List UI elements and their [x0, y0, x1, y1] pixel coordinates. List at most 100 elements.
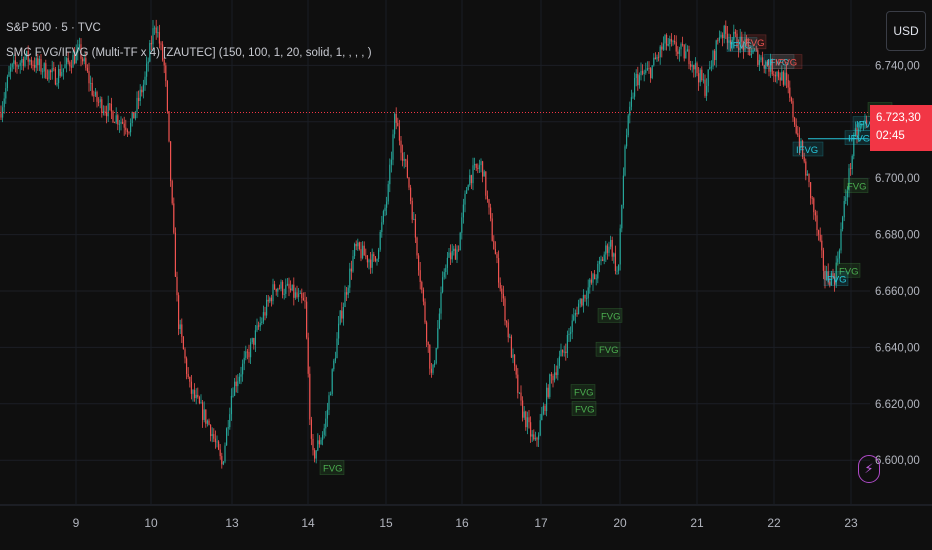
fvg-box — [595, 341, 621, 357]
fvg-box — [835, 262, 861, 278]
candle-body — [202, 402, 204, 420]
candle-body — [80, 44, 82, 59]
candle-body — [581, 298, 583, 306]
candle-body — [237, 381, 239, 387]
candle-body — [597, 263, 599, 279]
candle-body — [11, 63, 13, 68]
candle-body — [490, 207, 492, 219]
candle-body — [83, 58, 85, 62]
candle-body — [795, 124, 797, 134]
candle-body — [138, 97, 140, 102]
candle-body — [464, 193, 466, 205]
candle-body — [706, 86, 708, 96]
candle-body — [501, 288, 503, 294]
last-price-tag: 6.723,30 02:45 — [870, 105, 932, 151]
candle-body — [250, 342, 252, 358]
candle-body — [608, 246, 610, 253]
candle-body — [546, 387, 548, 411]
fvg-label: IFVG — [775, 58, 797, 69]
candle-body — [819, 234, 821, 241]
candle-body — [232, 395, 234, 397]
candle-body — [611, 240, 613, 257]
candle-body — [42, 71, 44, 73]
candle-body — [584, 295, 586, 299]
candle-body — [270, 297, 272, 302]
candle-body — [318, 440, 320, 445]
candle-body — [813, 198, 815, 213]
candle-body — [18, 65, 20, 67]
candle-body — [738, 47, 740, 51]
candle-body — [246, 351, 248, 353]
candle-body — [520, 392, 522, 401]
candle-body — [374, 256, 376, 262]
candle-body — [582, 295, 584, 306]
indicator-legend[interactable]: SMC FVG/IFVG (Multi-TF x 4) [ZAUTEC] (15… — [6, 47, 372, 59]
candle-body — [40, 58, 42, 72]
candle-body — [19, 62, 21, 66]
x-tick-label: 13 — [225, 516, 239, 530]
candle-body — [414, 218, 416, 238]
candle-body — [712, 50, 714, 67]
currency-button[interactable]: USD — [886, 11, 926, 51]
candle-body — [355, 244, 357, 247]
candle-body — [106, 112, 108, 117]
candle-body — [346, 292, 348, 295]
candle-body — [698, 73, 700, 83]
fvg-box — [597, 308, 623, 323]
lightning-icon[interactable]: ⚡ — [858, 455, 880, 483]
candle-body — [368, 259, 370, 263]
candle-body — [283, 293, 285, 295]
candle-body — [229, 414, 231, 428]
candle-body — [104, 111, 106, 113]
candle-body — [187, 373, 189, 377]
bar-countdown: 02:45 — [876, 130, 905, 142]
candle-body — [669, 38, 671, 45]
candle-body — [579, 298, 581, 304]
candle-body — [109, 103, 111, 105]
candle-body — [360, 249, 362, 259]
fvg-label: FVG — [827, 275, 847, 286]
candle-body — [786, 72, 788, 81]
candle-body — [370, 259, 372, 268]
candle-body — [178, 295, 180, 330]
candle-body — [189, 376, 191, 382]
candle-body — [622, 175, 624, 205]
candle-body — [158, 32, 160, 44]
candle-body — [472, 165, 474, 184]
candle-body — [35, 58, 37, 68]
candle-body — [387, 184, 389, 202]
candle-body — [98, 101, 100, 103]
candle-body — [701, 69, 703, 81]
candle-body — [85, 58, 87, 68]
candle-body — [376, 258, 378, 262]
candle-body — [550, 374, 552, 376]
candle-body — [704, 79, 706, 96]
candle-body — [267, 299, 269, 302]
candle-body — [624, 146, 626, 176]
symbol-legend[interactable]: S&P 500 · 5 · TVC — [6, 22, 101, 34]
candle-body — [560, 349, 562, 357]
candle-body — [549, 374, 551, 397]
candle-body — [230, 395, 232, 415]
candle-body — [331, 369, 333, 394]
candle-body — [134, 111, 136, 119]
candle-body — [386, 201, 388, 208]
candle-body — [394, 113, 396, 135]
candle-body — [341, 310, 343, 319]
candle-body — [450, 252, 452, 260]
candle-body — [182, 336, 184, 350]
candle-body — [254, 330, 256, 345]
candle-body — [309, 373, 311, 420]
candle-body — [451, 250, 453, 260]
candle-body — [419, 270, 421, 282]
candle-body — [533, 434, 535, 440]
candle-body — [2, 107, 4, 118]
candle-body — [438, 313, 440, 329]
candle-body — [632, 96, 634, 98]
candle-body — [184, 349, 186, 359]
candle-body — [29, 59, 31, 62]
price-axis — [870, 0, 932, 550]
candle-body — [566, 334, 568, 354]
candle-body — [443, 272, 445, 278]
